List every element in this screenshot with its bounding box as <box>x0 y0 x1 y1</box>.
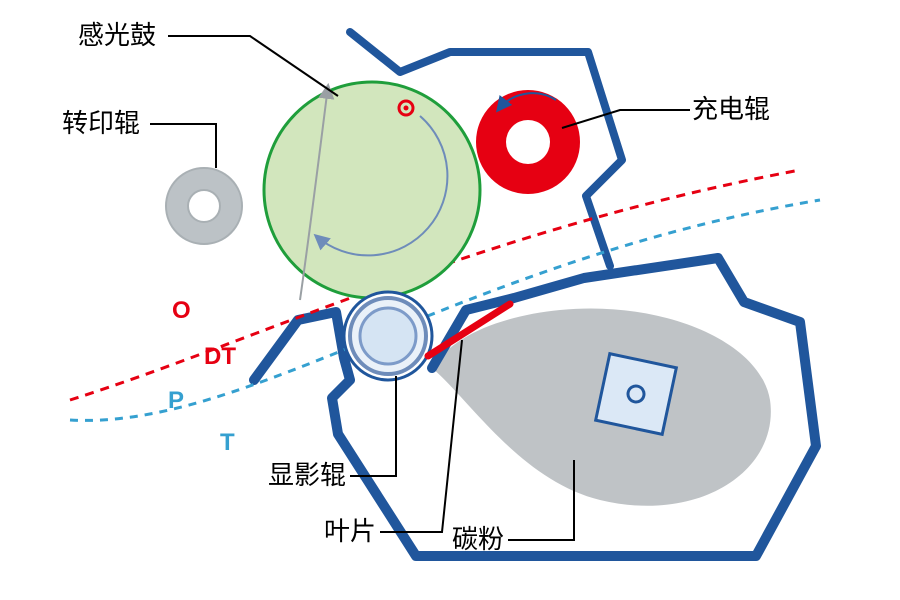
leader-charge <box>562 110 690 128</box>
label-charge: 充电辊 <box>692 94 770 124</box>
label-drum: 感光鼓 <box>78 20 156 50</box>
developing-roller <box>344 292 432 380</box>
label-transfer: 转印辊 <box>62 108 140 138</box>
label-toner: 碳粉 <box>452 524 504 554</box>
transfer-roller <box>166 168 242 244</box>
label-P: P <box>168 387 184 414</box>
label-O: O <box>172 297 191 324</box>
toner-agitator <box>596 354 677 435</box>
leader-transfer <box>150 124 216 168</box>
label-blade: 叶片 <box>324 516 376 546</box>
label-develop: 显影辊 <box>268 460 346 490</box>
photosensitive-drum <box>264 82 480 298</box>
label-T: T <box>220 429 235 456</box>
charge-roller <box>476 90 580 194</box>
label-DT: DT <box>204 343 236 370</box>
leader-drum <box>168 36 338 96</box>
